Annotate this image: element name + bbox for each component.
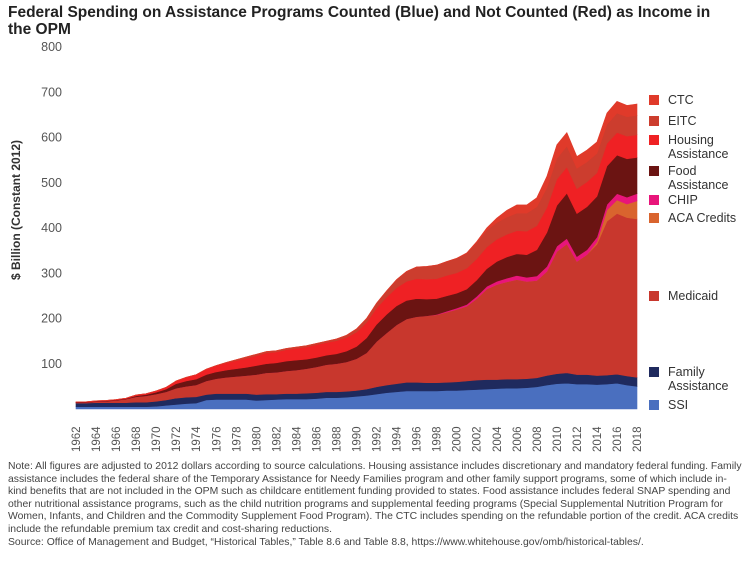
x-tick-label: 2002	[472, 426, 484, 452]
y-tick-label: 300	[41, 266, 62, 280]
legend-label-eitc: EITC	[668, 114, 696, 128]
legend-swatch-ctc	[649, 95, 659, 105]
x-tick-label: 1986	[311, 426, 323, 452]
x-tick-label: 1998	[432, 426, 444, 452]
x-tick-label: 2010	[552, 426, 564, 452]
legend-label-food-assistance: Food	[668, 164, 697, 178]
legend-swatch-aca-credits	[649, 213, 659, 223]
x-tick-label: 2006	[512, 426, 524, 452]
x-tick-label: 2012	[572, 426, 584, 452]
x-tick-label: 1970	[151, 426, 163, 452]
legend-swatch-family-assistance	[649, 367, 659, 377]
x-tick-label: 1984	[291, 426, 303, 452]
legend-label-ctc: CTC	[668, 93, 694, 107]
y-axis-label: $ Billion (Constant 2012)	[9, 140, 23, 280]
legend-label-family-assistance: Family	[668, 365, 706, 379]
footnote: Note: All figures are adjusted to 2012 d…	[8, 461, 744, 549]
x-tick-label: 1992	[372, 426, 384, 452]
x-tick-label: 1962	[71, 426, 83, 452]
y-tick-label: 800	[41, 40, 62, 54]
legend-label-medicaid: Medicaid	[668, 289, 718, 303]
legend: CTCEITCHousingAssistanceFoodAssistanceCH…	[649, 93, 736, 412]
legend-label-chip: CHIP	[668, 193, 698, 207]
x-tick-label: 1996	[412, 426, 424, 452]
area-series-group	[75, 100, 638, 410]
legend-label-aca-credits: ACA Credits	[668, 211, 736, 225]
x-tick-label: 1964	[91, 426, 103, 452]
x-tick-label: 2000	[452, 426, 464, 452]
x-tick-label: 2014	[592, 426, 604, 452]
x-tick-label: 1980	[251, 426, 263, 452]
chart-title: Federal Spending on Assistance Programs …	[8, 4, 711, 38]
x-axis: 1962 1964 1966 1968 1970 1972 1974 1976 1978 1980…	[71, 426, 644, 452]
legend-swatch-housing-assistance	[649, 135, 659, 145]
x-tick-label: 1990	[352, 426, 364, 452]
x-tick-label: 1988	[331, 426, 343, 452]
x-tick-label: 1968	[131, 426, 143, 452]
area-ctc	[76, 100, 638, 403]
x-tick-label: 1972	[171, 426, 183, 452]
legend-swatch-eitc	[649, 116, 659, 126]
legend-swatch-food-assistance	[649, 166, 659, 176]
y-axis: 100 200 300 400 500 600 700 800	[41, 40, 62, 371]
y-tick-label: 100	[41, 357, 62, 371]
x-tick-label: 2004	[492, 426, 504, 452]
x-tick-label: 1976	[211, 426, 223, 452]
y-tick-label: 400	[41, 221, 62, 235]
y-tick-label: 200	[41, 312, 62, 326]
legend-label-food-assistance: Assistance	[668, 178, 728, 192]
x-tick-label: 1994	[392, 426, 404, 452]
legend-swatch-ssi	[649, 400, 659, 410]
legend-swatch-chip	[649, 195, 659, 205]
x-tick-label: 1978	[231, 426, 243, 452]
legend-label-housing-assistance: Housing	[668, 133, 714, 147]
x-tick-label: 1974	[191, 426, 203, 452]
y-tick-label: 500	[41, 176, 62, 190]
x-tick-label: 2018	[632, 426, 644, 452]
note-text: Note: All figures are adjusted to 2012 d…	[8, 461, 742, 535]
legend-label-family-assistance: Assistance	[668, 379, 728, 393]
y-tick-label: 600	[41, 131, 62, 145]
y-tick-label: 700	[41, 85, 62, 99]
x-tick-label: 2016	[612, 426, 624, 452]
legend-swatch-medicaid	[649, 291, 659, 301]
legend-label-ssi: SSI	[668, 398, 688, 412]
legend-label-housing-assistance: Assistance	[668, 147, 728, 161]
x-tick-label: 1982	[271, 426, 283, 452]
source-text: Source: Office of Management and Budget,…	[8, 536, 644, 548]
x-tick-label: 2008	[532, 426, 544, 452]
x-tick-label: 1966	[111, 426, 123, 452]
